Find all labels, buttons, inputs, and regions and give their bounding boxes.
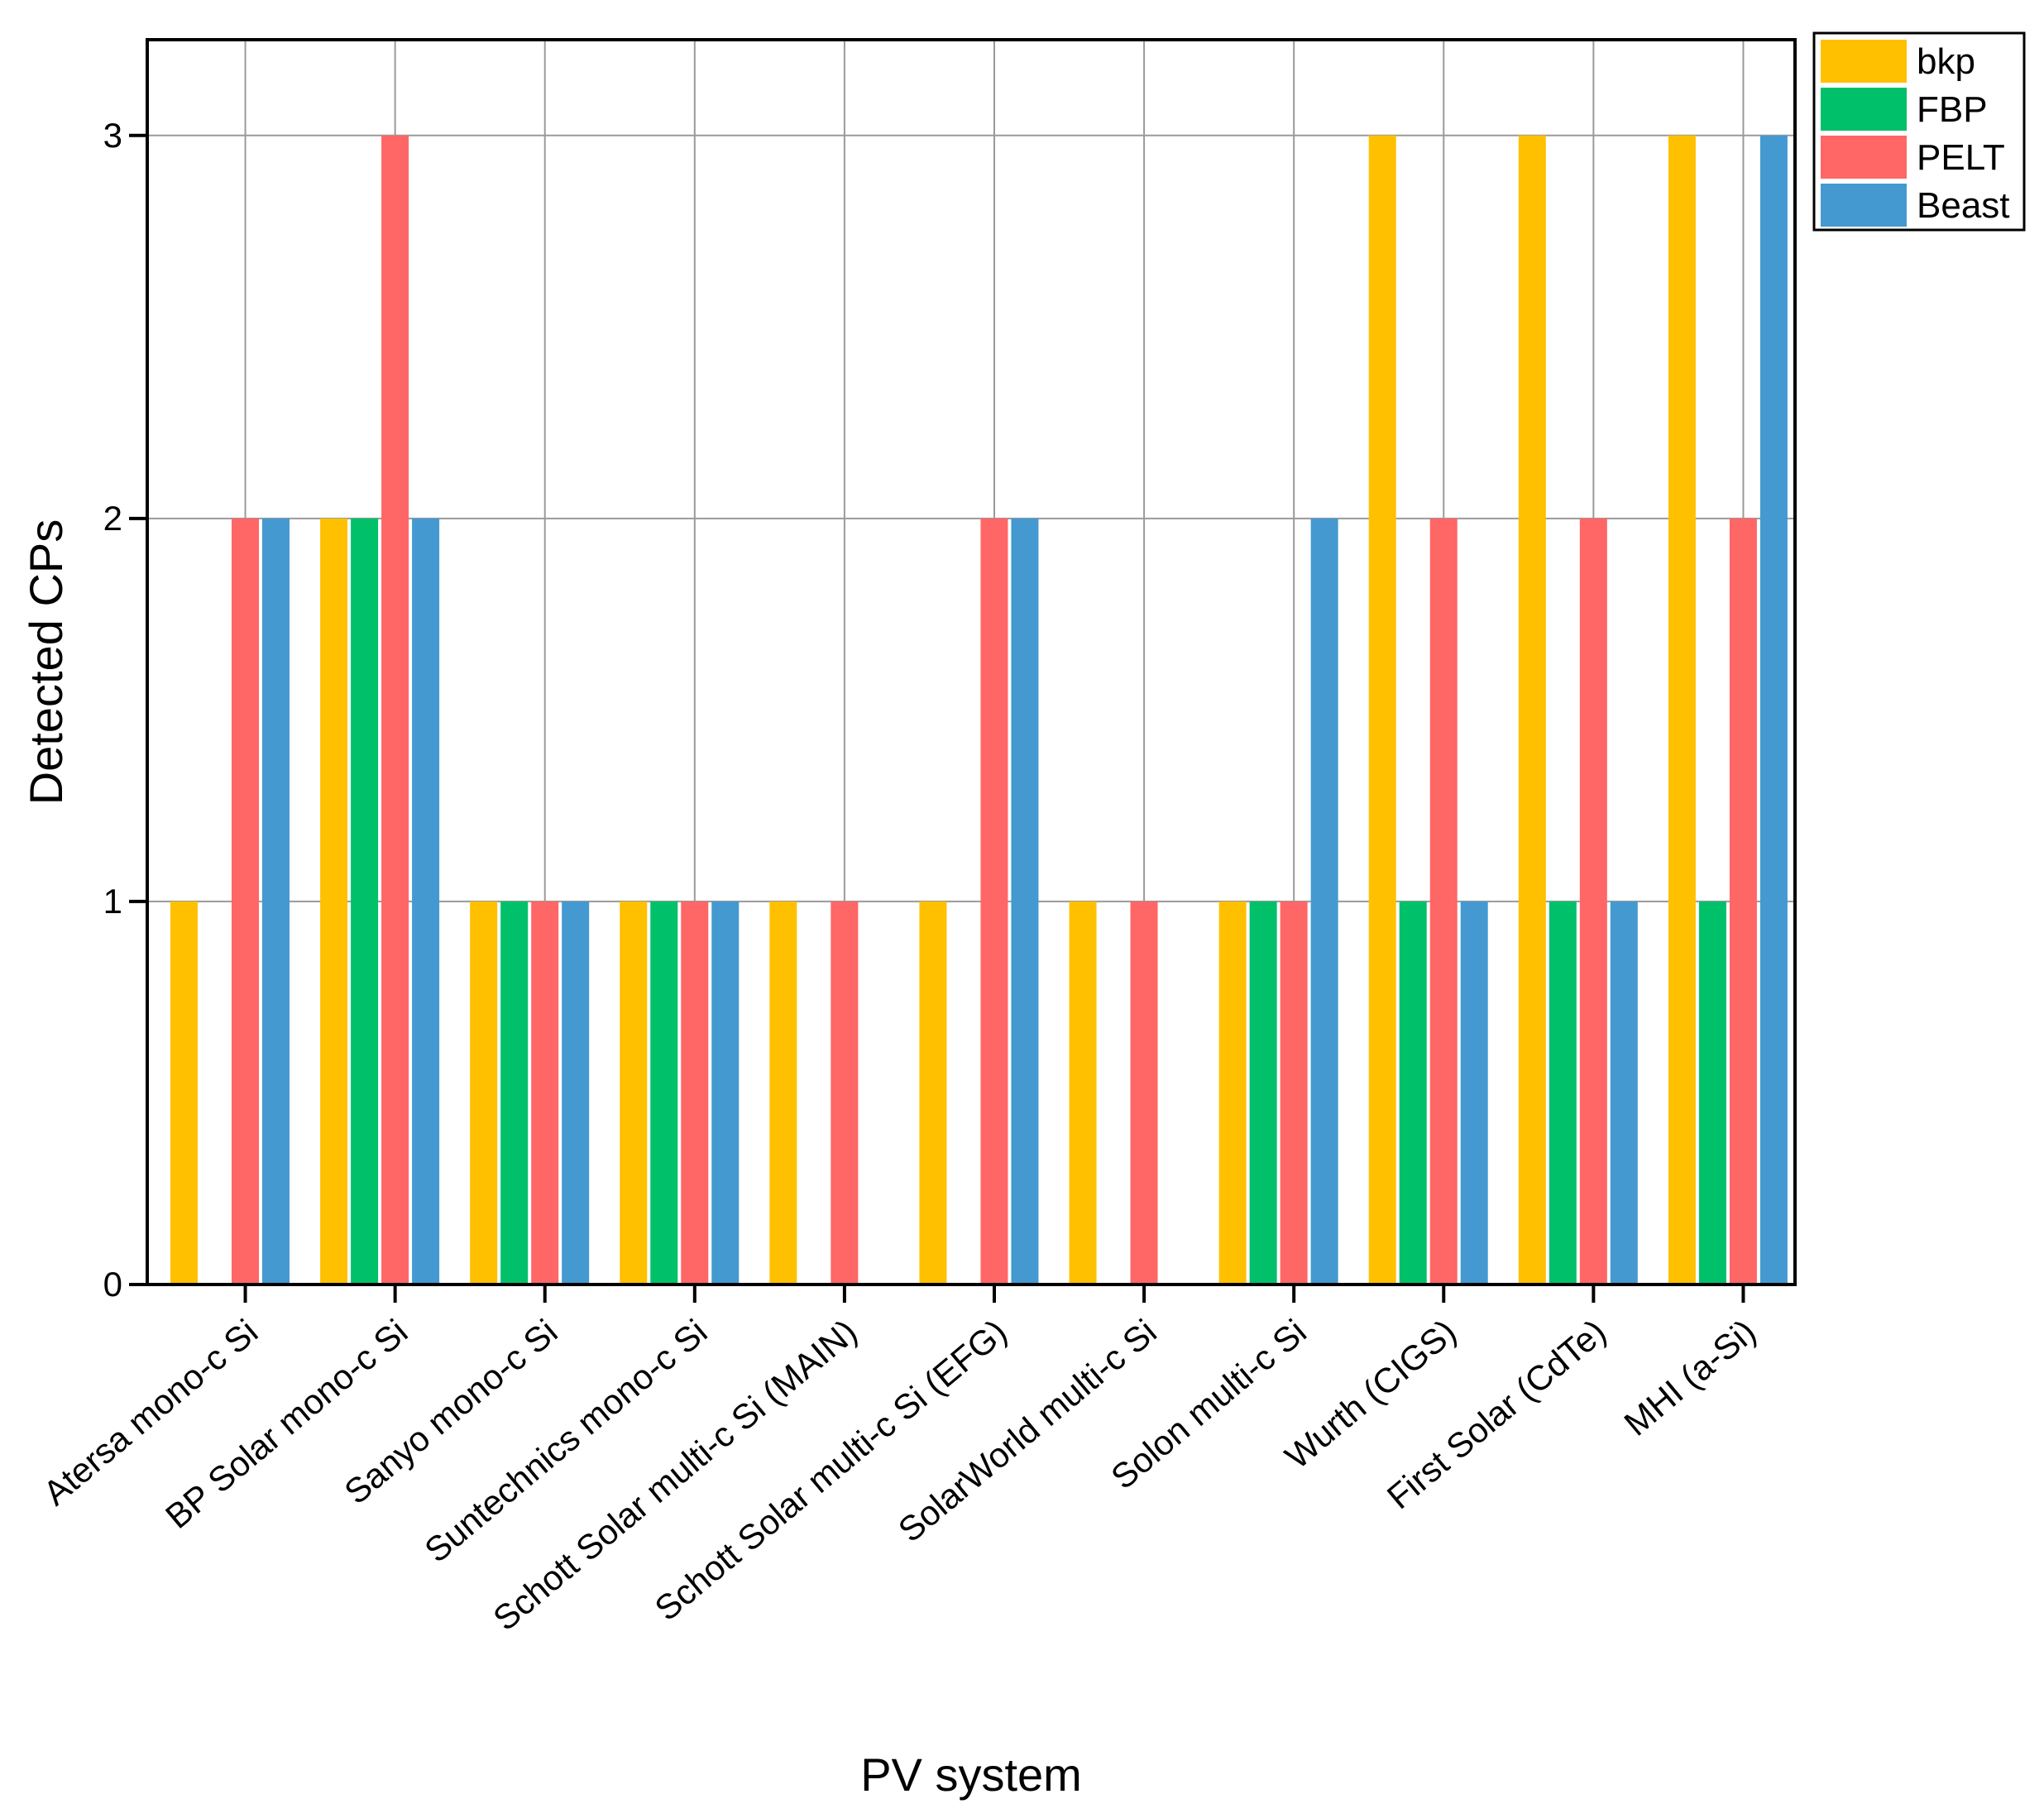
bar-pelt xyxy=(1130,901,1158,1285)
bar-pelt xyxy=(1729,518,1757,1285)
y-axis-title: Detected CPs xyxy=(20,519,72,806)
bar-pelt xyxy=(232,518,259,1285)
y-tick-label: 0 xyxy=(103,1265,122,1304)
legend-swatch-beast xyxy=(1821,184,1907,227)
bar-pelt xyxy=(1579,518,1607,1285)
bar-fbp xyxy=(1249,901,1277,1285)
bar-beast xyxy=(1460,901,1488,1285)
y-tick-label: 3 xyxy=(103,116,122,155)
bar-bkp xyxy=(470,901,498,1285)
bar-bkp xyxy=(1518,135,1546,1285)
bar-beast xyxy=(1759,135,1788,1285)
bar-pelt xyxy=(381,135,409,1285)
bar-bkp xyxy=(919,901,947,1285)
bar-bkp xyxy=(170,901,198,1285)
bar-beast xyxy=(562,901,590,1285)
bar-fbp xyxy=(1698,901,1726,1285)
bar-fbp xyxy=(650,901,678,1285)
bar-fbp xyxy=(351,518,379,1285)
bar-beast xyxy=(711,901,740,1285)
bar-beast xyxy=(1310,518,1338,1285)
bar-bkp xyxy=(620,901,648,1285)
legend-label-beast: Beast xyxy=(1917,185,2010,226)
y-tick-label: 1 xyxy=(103,882,122,921)
legend-label-bkp: bkp xyxy=(1917,41,1975,82)
legend-label-fbp: FBP xyxy=(1917,89,1988,130)
bar-bkp xyxy=(1368,135,1396,1285)
legend: bkp FBP PELT Beast xyxy=(1812,31,2026,232)
legend-swatch-pelt xyxy=(1821,136,1907,179)
bar-pelt xyxy=(1429,518,1458,1285)
legend-label-pelt: PELT xyxy=(1917,137,2005,178)
bar-bkp xyxy=(1218,901,1247,1285)
bar-pelt xyxy=(1280,901,1308,1285)
bar-fbp xyxy=(1549,901,1577,1285)
y-tick-label: 2 xyxy=(103,499,122,538)
bar-bkp xyxy=(320,518,348,1285)
legend-swatch-fbp xyxy=(1821,88,1907,131)
bar-bkp xyxy=(1069,901,1097,1285)
bar-pelt xyxy=(531,901,559,1285)
bar-beast xyxy=(1011,518,1039,1285)
bar-beast xyxy=(412,518,440,1285)
bar-bkp xyxy=(769,901,797,1285)
plot-frame xyxy=(146,38,1797,1286)
bar-beast xyxy=(1610,901,1638,1285)
bar-pelt xyxy=(831,901,859,1285)
bar-pelt xyxy=(980,518,1008,1285)
bar-fbp xyxy=(1399,901,1427,1285)
bars xyxy=(170,135,1788,1285)
bar-bkp xyxy=(1668,135,1696,1285)
bar-fbp xyxy=(500,901,529,1285)
bar-pelt xyxy=(681,901,709,1285)
bar-beast xyxy=(262,518,290,1285)
legend-swatch-bkp xyxy=(1821,40,1907,83)
x-axis-title: PV system xyxy=(860,1749,1082,1801)
